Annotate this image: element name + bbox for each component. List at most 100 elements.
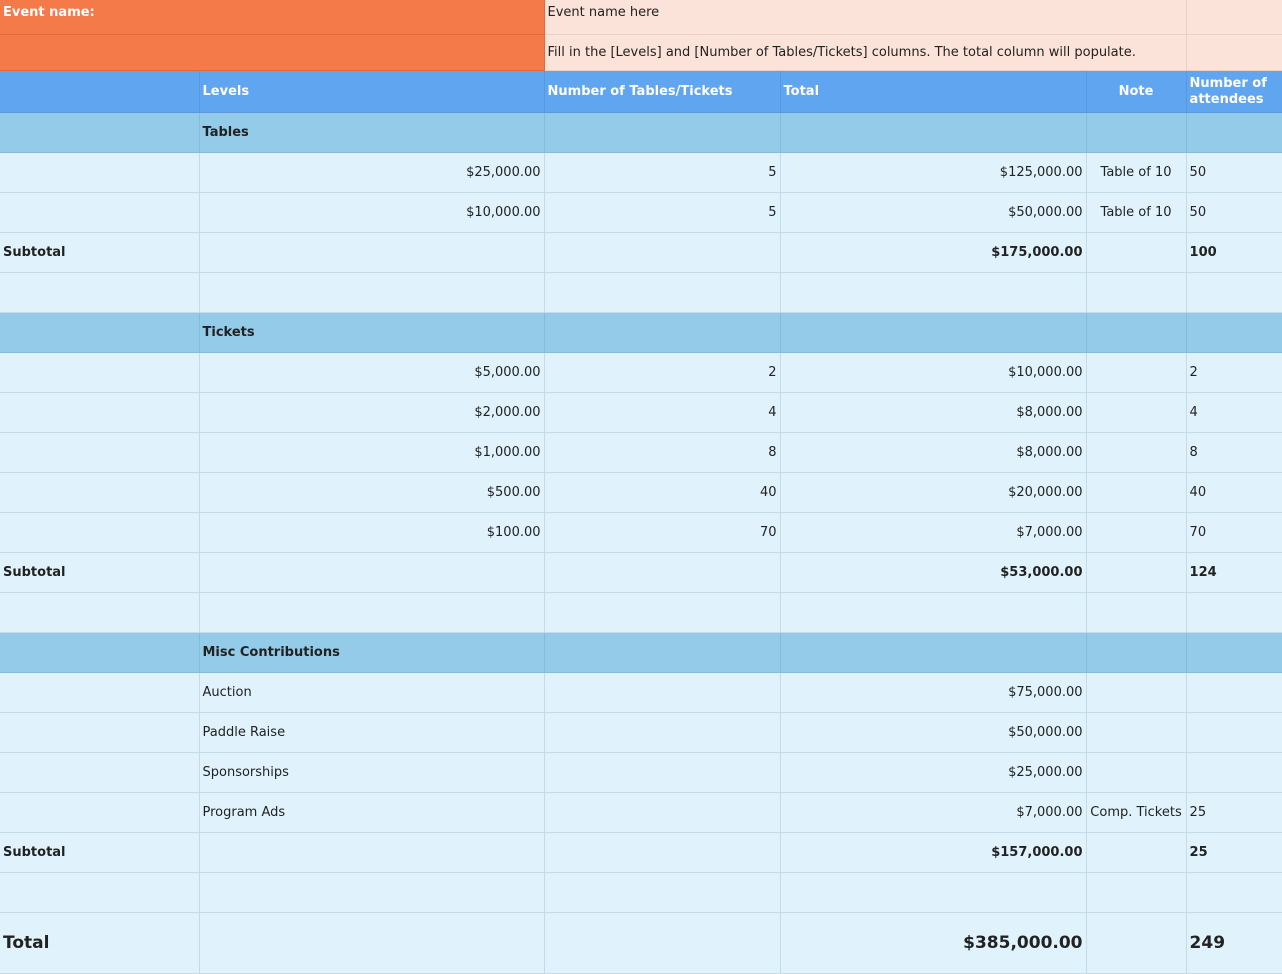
cell-note[interactable]: Table of 10	[1086, 192, 1187, 233]
cell-total[interactable]	[780, 592, 1087, 633]
cell-number-of-tables-tickets[interactable]: 40	[544, 472, 781, 513]
cell-blank[interactable]	[0, 792, 200, 833]
event-name-cell[interactable]: Event name here	[544, 0, 1187, 35]
cell-number-of-attendees[interactable]: 25	[1186, 832, 1282, 873]
cell-number-of-tables-tickets[interactable]	[544, 272, 781, 313]
cell-total[interactable]	[780, 312, 1087, 353]
cell-levels[interactable]: Tables	[199, 112, 545, 153]
cell-blank[interactable]	[0, 272, 200, 313]
cell-total[interactable]: $7,000.00	[780, 512, 1087, 553]
cell-note[interactable]: Table of 10	[1086, 152, 1187, 193]
cell-levels[interactable]: $1,000.00	[199, 432, 545, 473]
cell-levels[interactable]: $2,000.00	[199, 392, 545, 433]
cell-total[interactable]	[780, 272, 1087, 313]
header-note[interactable]: Note	[1086, 70, 1187, 113]
cell-total[interactable]: $125,000.00	[780, 152, 1087, 193]
cell-note[interactable]	[1086, 592, 1187, 633]
header-number-of-attendees[interactable]: Number of attendees	[1186, 70, 1282, 113]
cell-number-of-attendees[interactable]	[1186, 112, 1282, 153]
cell-note[interactable]	[1086, 272, 1187, 313]
cell-number-of-tables-tickets[interactable]	[544, 312, 781, 353]
cell-note[interactable]	[1086, 832, 1187, 873]
cell-blank[interactable]: Total	[0, 912, 200, 974]
cell-note[interactable]	[1086, 312, 1187, 353]
cell-blank[interactable]	[0, 632, 200, 673]
cell-total[interactable]: $53,000.00	[780, 552, 1087, 593]
cell-total[interactable]: $50,000.00	[780, 712, 1087, 753]
cell-levels[interactable]	[199, 912, 545, 974]
header-number-of-tables-tickets[interactable]: Number of Tables/Tickets	[544, 70, 781, 113]
cell-number-of-attendees[interactable]: 4	[1186, 392, 1282, 433]
cell-total[interactable]	[780, 632, 1087, 673]
cell-number-of-tables-tickets[interactable]	[544, 912, 781, 974]
cell-number-of-tables-tickets[interactable]: 2	[544, 352, 781, 393]
cell-number-of-attendees[interactable]: 70	[1186, 512, 1282, 553]
cell-total[interactable]: $75,000.00	[780, 672, 1087, 713]
cell-levels[interactable]	[199, 552, 545, 593]
cell-number-of-tables-tickets[interactable]: 5	[544, 152, 781, 193]
cell-number-of-attendees[interactable]: 50	[1186, 152, 1282, 193]
cell-levels[interactable]: Tickets	[199, 312, 545, 353]
cell-total[interactable]: $50,000.00	[780, 192, 1087, 233]
cell-number-of-tables-tickets[interactable]	[544, 752, 781, 793]
cell-blank[interactable]	[0, 472, 200, 513]
cell-number-of-attendees[interactable]	[1186, 672, 1282, 713]
cell-levels[interactable]: $25,000.00	[199, 152, 545, 193]
cell-number-of-tables-tickets[interactable]	[544, 792, 781, 833]
cell-number-of-attendees[interactable]: 50	[1186, 192, 1282, 233]
cell-number-of-attendees[interactable]: 40	[1186, 472, 1282, 513]
cell-number-of-attendees[interactable]: 100	[1186, 232, 1282, 273]
cell-number-of-attendees[interactable]	[1186, 712, 1282, 753]
cell-total[interactable]: $8,000.00	[780, 432, 1087, 473]
cell-number-of-tables-tickets[interactable]	[544, 832, 781, 873]
cell-number-of-attendees[interactable]	[1186, 312, 1282, 353]
cell-number-of-attendees[interactable]: 249	[1186, 912, 1282, 974]
instructions-cell[interactable]: Fill in the [Levels] and [Number of Tabl…	[544, 34, 1187, 71]
cell-levels[interactable]: Misc Contributions	[199, 632, 545, 673]
cell-number-of-attendees[interactable]	[1186, 592, 1282, 633]
cell-note[interactable]	[1086, 912, 1187, 974]
cell-levels[interactable]: $10,000.00	[199, 192, 545, 233]
cell-note[interactable]: Comp. Tickets	[1086, 792, 1187, 833]
orange-cell[interactable]	[0, 34, 545, 71]
cell-blank[interactable]	[0, 512, 200, 553]
cell-blank[interactable]	[0, 112, 200, 153]
cell-number-of-tables-tickets[interactable]: 4	[544, 392, 781, 433]
cell-levels[interactable]: Program Ads	[199, 792, 545, 833]
cell-note[interactable]	[1086, 432, 1187, 473]
cell-note[interactable]	[1086, 712, 1187, 753]
cell-blank[interactable]	[0, 432, 200, 473]
cell-levels[interactable]	[199, 592, 545, 633]
cell-blank[interactable]	[0, 392, 200, 433]
cell-number-of-attendees[interactable]: 124	[1186, 552, 1282, 593]
cell-blank[interactable]	[0, 352, 200, 393]
cell-total[interactable]: $157,000.00	[780, 832, 1087, 873]
cell-number-of-tables-tickets[interactable]: 70	[544, 512, 781, 553]
header-levels[interactable]: Levels	[199, 70, 545, 113]
cell-blank[interactable]	[0, 712, 200, 753]
empty-cell[interactable]	[1186, 0, 1282, 35]
cell-levels[interactable]: $5,000.00	[199, 352, 545, 393]
cell-blank[interactable]	[0, 592, 200, 633]
cell-number-of-attendees[interactable]: 8	[1186, 432, 1282, 473]
cell-number-of-tables-tickets[interactable]	[544, 552, 781, 593]
cell-total[interactable]: $25,000.00	[780, 752, 1087, 793]
cell-total[interactable]: $7,000.00	[780, 792, 1087, 833]
cell-note[interactable]	[1086, 472, 1187, 513]
cell-number-of-tables-tickets[interactable]	[544, 592, 781, 633]
header-total[interactable]: Total	[780, 70, 1087, 113]
cell-blank[interactable]: Subtotal	[0, 832, 200, 873]
cell-number-of-tables-tickets[interactable]: 8	[544, 432, 781, 473]
cell-note[interactable]	[1086, 232, 1187, 273]
cell-number-of-attendees[interactable]: 2	[1186, 352, 1282, 393]
cell-total[interactable]: $8,000.00	[780, 392, 1087, 433]
cell-note[interactable]	[1086, 872, 1187, 913]
cell-blank[interactable]: Subtotal	[0, 552, 200, 593]
cell-note[interactable]	[1086, 672, 1187, 713]
cell-number-of-tables-tickets[interactable]	[544, 632, 781, 673]
cell-note[interactable]	[1086, 552, 1187, 593]
cell-blank[interactable]	[0, 872, 200, 913]
cell-levels[interactable]: Sponsorships	[199, 752, 545, 793]
cell-blank[interactable]	[0, 192, 200, 233]
cell-number-of-tables-tickets[interactable]	[544, 872, 781, 913]
